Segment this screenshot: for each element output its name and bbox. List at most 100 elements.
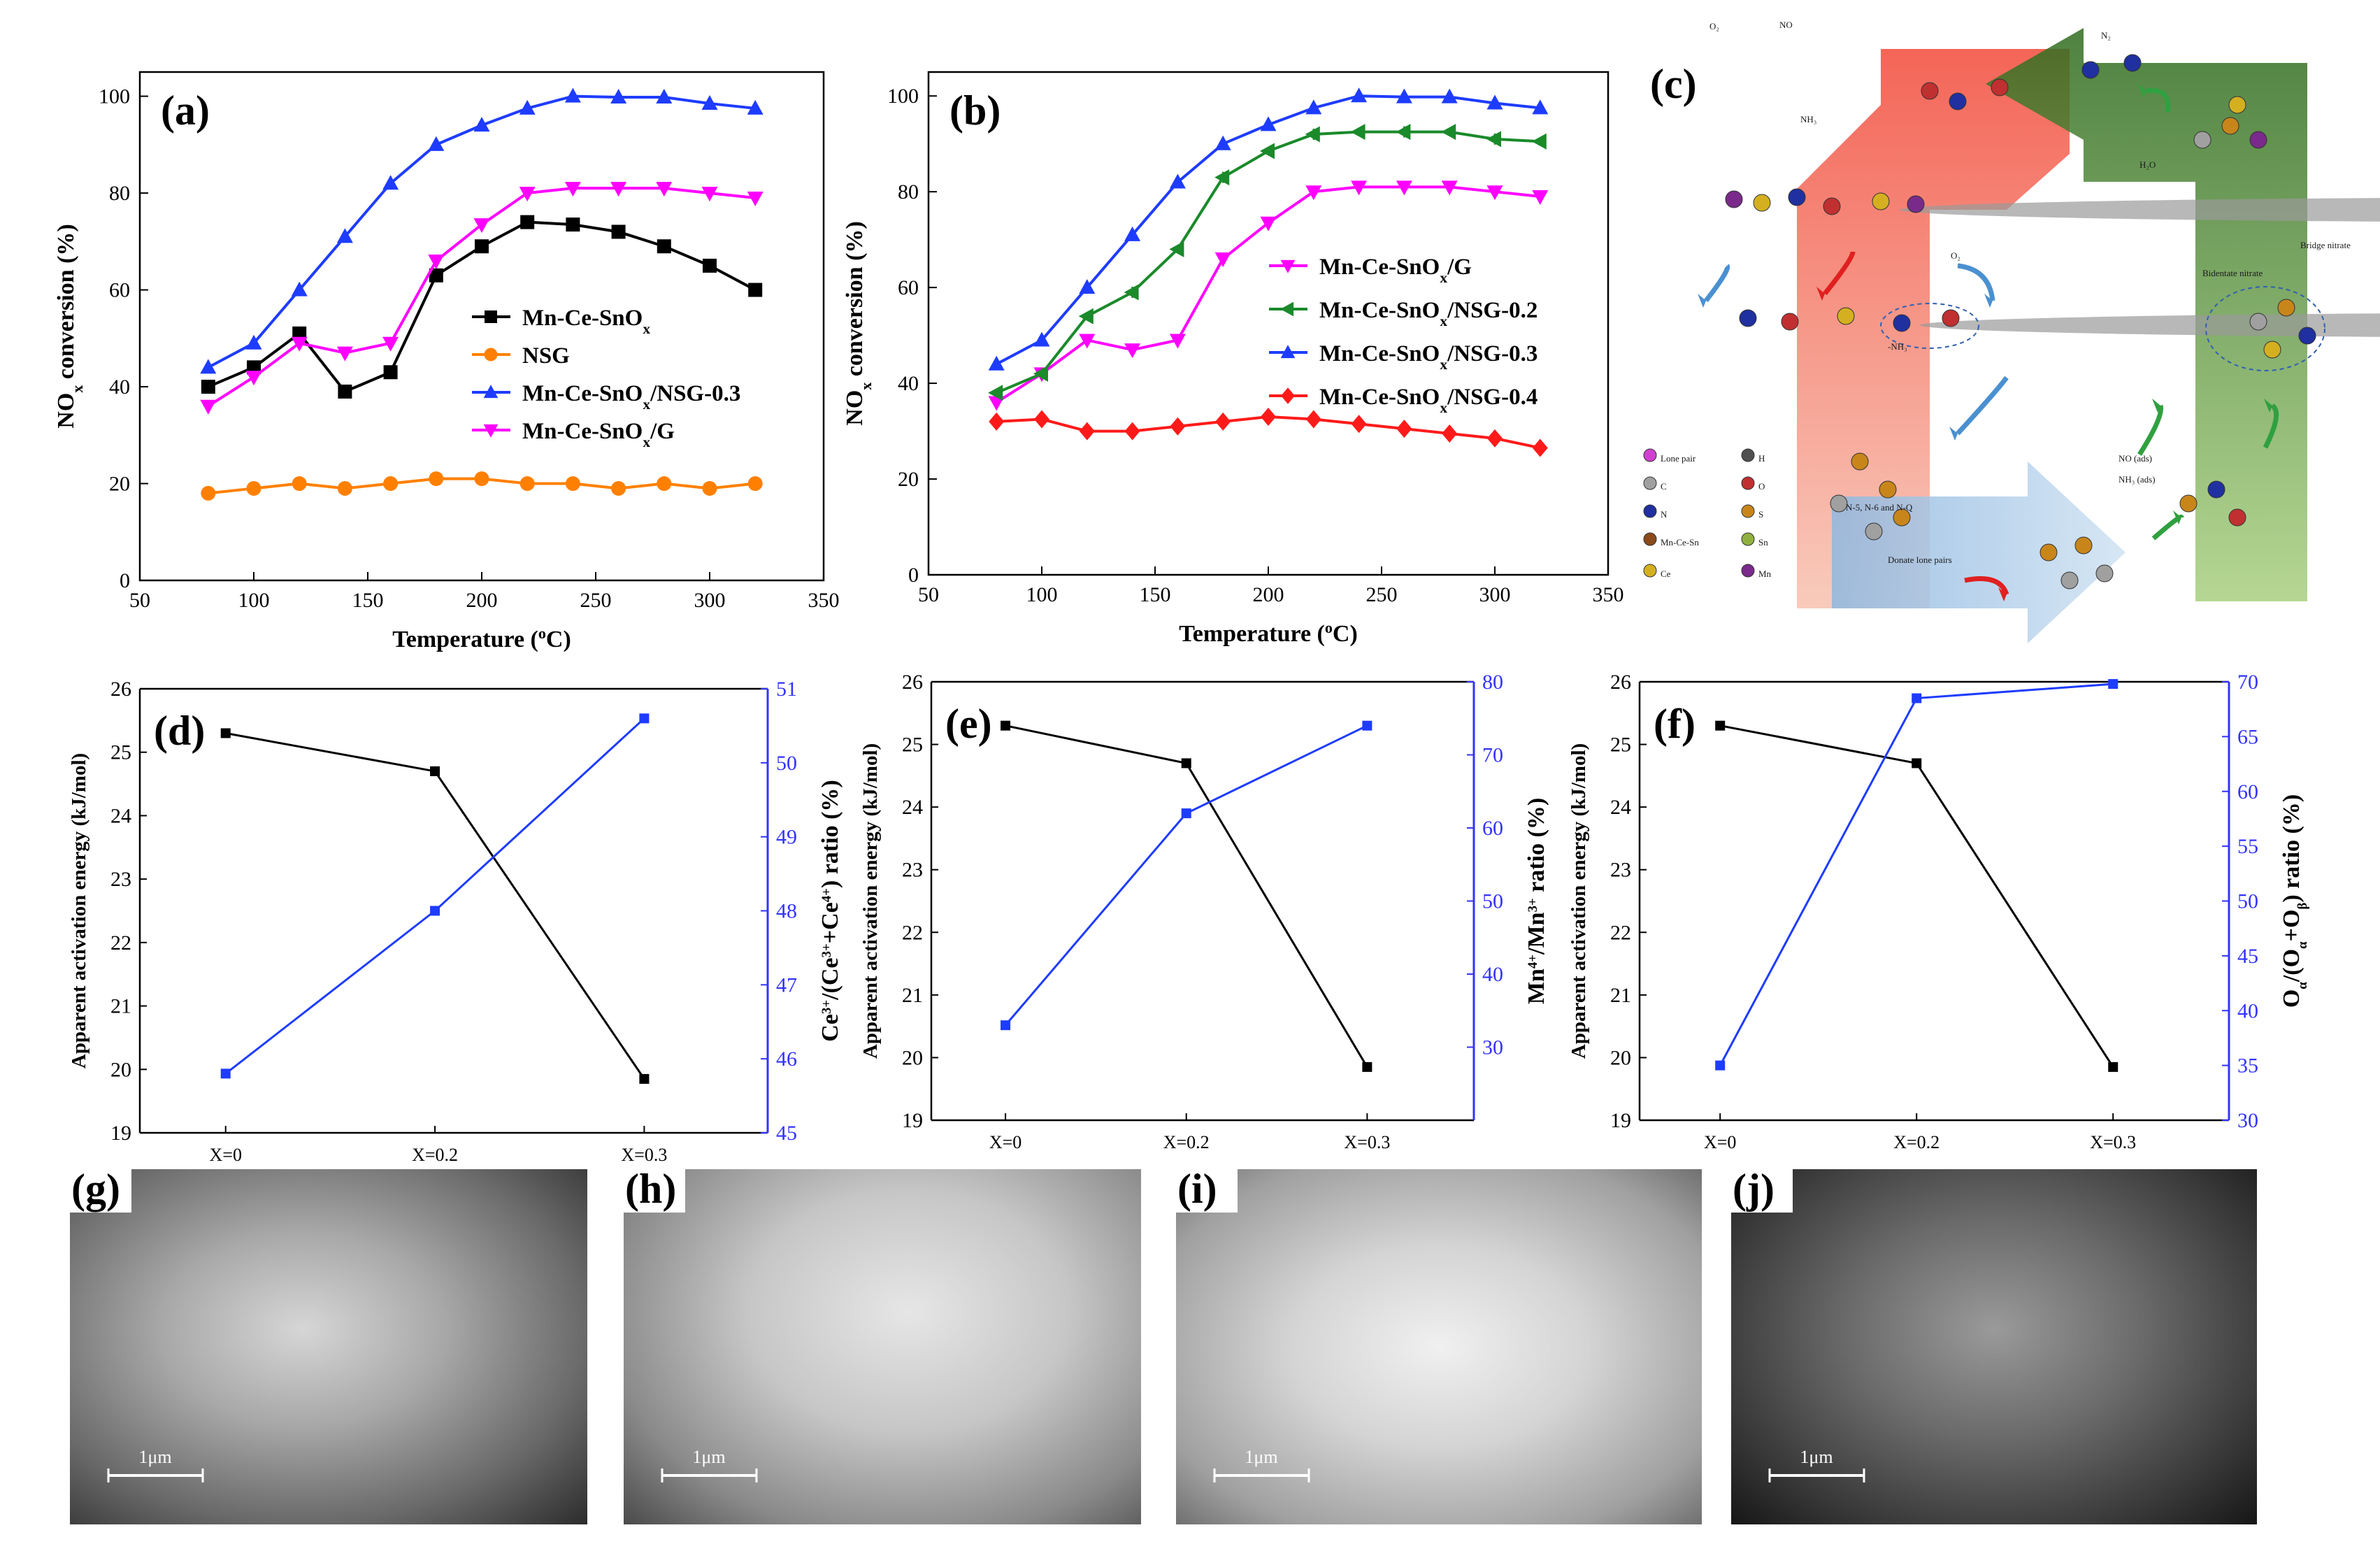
data-point [1079, 334, 1096, 349]
schematic-label: Bridge nitrate [2300, 240, 2351, 250]
right-tick-label: 45 [2237, 945, 2258, 968]
data-point [200, 359, 217, 374]
arrow-head [2152, 399, 2160, 413]
atom [2263, 341, 2281, 359]
atom [1753, 194, 1771, 212]
legend-label: Mn-Ce-SnOx/G [522, 419, 675, 450]
schematic-label: NH₃ (ads) [2119, 474, 2156, 485]
data-point [656, 89, 673, 104]
schematic-label: Sn [1758, 537, 1768, 548]
right-tick-label: 80 [1482, 671, 1503, 694]
chart-f: 19 20 21 22 23 24 25 26 30 35 40 45 50 55 60 65 70 X=0 X=0… [1568, 671, 2310, 1152]
x-tick-label: 50 [918, 583, 939, 606]
legend-marker [484, 348, 498, 362]
legend-label: NSG [522, 343, 570, 369]
left-tick-label: 20 [902, 1046, 923, 1069]
right-tick-label: 65 [2237, 725, 2258, 748]
schematic-label: O₂ [1951, 250, 1960, 261]
right-tick-label: 30 [1482, 1036, 1503, 1059]
atom [2095, 564, 2114, 582]
y-axis-title: NOx conversion (%) [53, 224, 86, 428]
legend-atom [1741, 564, 1755, 578]
y-axis-title: NOx conversion (%) [842, 221, 875, 425]
data-point [1351, 87, 1368, 103]
right-tick-label: 51 [776, 678, 797, 701]
arrow-head [1949, 427, 1958, 441]
reaction-arrow [2263, 403, 2279, 449]
arrow-head [1984, 294, 1993, 308]
series-Apparent activation energy [1001, 720, 1372, 1072]
data-point [1260, 143, 1275, 159]
left-tick-label: 24 [1610, 796, 1631, 819]
left-tick-label: 19 [902, 1109, 923, 1132]
sem-label-box [1730, 1168, 1793, 1213]
legend-atom [1741, 504, 1755, 518]
series-line [1719, 682, 2114, 1066]
sem-panel-h [624, 1169, 1141, 1524]
data-point [747, 476, 763, 492]
data-point [336, 346, 353, 362]
data-point [1912, 758, 1922, 769]
series-Mn-Ce-SnOx/NSG-0.3 [200, 87, 764, 374]
x-tick-label: X=0.3 [1344, 1132, 1390, 1152]
data-point [220, 1068, 231, 1079]
x-tick-label: X=0 [989, 1132, 1021, 1152]
right-tick-label: 48 [776, 900, 797, 923]
series-NSG [201, 471, 763, 501]
scale-bar-label: 1μm [1245, 1447, 1277, 1467]
chart-b: 50 100 150 200 250 300 350 0 20 40 60 80 100 Temperat… [842, 71, 1624, 647]
data-point [1001, 720, 1011, 731]
reaction-arrow [1957, 263, 1995, 301]
schematic-label: H₂O [2139, 159, 2156, 170]
data-point [336, 228, 353, 243]
arrow-head [2264, 399, 2272, 413]
legend-label: Mn-Ce-SnOx/G [1319, 255, 1472, 286]
legend-marker [483, 424, 499, 438]
reaction-arrow [1964, 576, 2009, 596]
left-tick-label: 24 [110, 804, 131, 827]
arrow-head [1816, 287, 1825, 301]
schematic-label: Ce [1661, 569, 1671, 579]
data-point [1912, 693, 1922, 703]
right-tick-label: 50 [776, 752, 797, 775]
legend-atom [1643, 504, 1657, 518]
right-tick-label: 60 [1482, 817, 1503, 840]
data-point [1261, 408, 1276, 427]
arrow-head [2173, 510, 2181, 524]
y-tick-label: 20 [109, 473, 130, 496]
left-tick-label: 25 [1610, 734, 1631, 757]
data-point [200, 399, 217, 415]
data-point [337, 480, 352, 496]
right-axis-title: Mn4+/Mn3+ ratio (%) [1524, 798, 1549, 1004]
atom [2060, 571, 2079, 589]
left-tick-label: 25 [902, 734, 923, 757]
schematic-label: NO [1779, 20, 1793, 30]
legend-label: Mn-Ce-SnOx/NSG-0.3 [522, 381, 740, 413]
left-axis-title: Apparent activation energy (kJ/mol) [68, 753, 90, 1068]
left-tick-label: 22 [110, 931, 131, 955]
data-point [657, 476, 672, 492]
left-tick-label: 21 [110, 995, 131, 1018]
data-point [338, 384, 352, 399]
data-point [245, 334, 262, 350]
x-axis-title: Temperature (oC) [392, 624, 571, 653]
data-point [1078, 308, 1094, 324]
y-tick-label: 0 [120, 569, 130, 592]
sem-panel-g [70, 1169, 587, 1524]
schematic-label: S [1758, 509, 1763, 520]
data-point [1441, 124, 1456, 141]
y-tick-label: 60 [109, 279, 130, 302]
schematic-label: Mn-Ce-Sn [1661, 537, 1699, 548]
y-tick-label: 100 [99, 85, 130, 108]
data-point [611, 480, 626, 496]
series-line [1004, 724, 1368, 1027]
data-point [1215, 412, 1231, 431]
data-point [1033, 365, 1048, 382]
data-point [1441, 88, 1458, 103]
data-point [1362, 1062, 1372, 1072]
y-tick-label: 20 [898, 468, 919, 491]
atom [2207, 480, 2225, 499]
atom [1781, 313, 1799, 331]
data-point [1532, 99, 1549, 115]
atom [1893, 314, 1911, 332]
